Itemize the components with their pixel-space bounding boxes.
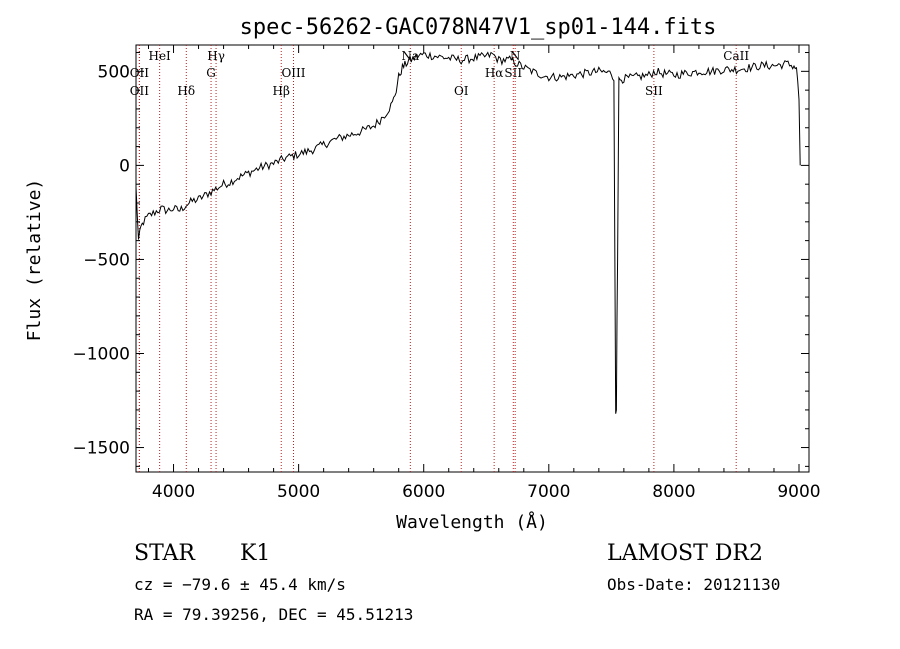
y-tick-label: −1500 (72, 439, 130, 459)
line-label-6: Hβ (273, 84, 290, 98)
survey-label: LAMOST DR2 (607, 541, 763, 566)
object-subclass: K1 (240, 541, 270, 566)
x-tick-label: 9000 (777, 482, 820, 502)
x-tick-label: 8000 (652, 482, 695, 502)
y-tick-label: −500 (83, 250, 130, 270)
line-label-2: OII (130, 84, 150, 98)
line-label-5: Hγ (207, 49, 225, 63)
radec-text: RA = 79.39256, DEC = 45.51213 (134, 605, 413, 624)
line-label-14: CaII (723, 49, 749, 63)
axis-ticks: 4000 5000 6000 7000 8000 90005000−500−1000−15… (72, 45, 821, 502)
cz-text: cz = −79.6 ± 45.4 km/s (134, 575, 346, 594)
line-label-7: OIII (281, 66, 305, 80)
x-tick-label: 7000 (527, 482, 570, 502)
obs-date-text: Obs-Date: 20121130 (607, 575, 780, 594)
x-tick-label: 5000 (277, 482, 320, 502)
x-tick-label: 6000 (402, 482, 445, 502)
chart-title: spec-56262-GAC078N47V1_sp01-144.fits (240, 15, 717, 40)
x-tick-label: 4000 (152, 482, 195, 502)
y-tick-label: 500 (98, 62, 130, 82)
y-tick-label: −1000 (72, 344, 130, 364)
plot-frame (135, 44, 810, 473)
y-axis-label: Flux (relative) (24, 179, 45, 342)
line-label-10: Hα (485, 66, 504, 80)
line-label-9: OI (454, 84, 469, 98)
x-axis-label: Wavelength (Å) (396, 511, 548, 533)
y-tick-label: 0 (119, 156, 130, 176)
line-label-3: Hδ (177, 84, 195, 98)
line-label-12: N (510, 49, 521, 63)
spectrum-line (135, 51, 801, 414)
line-label-11: SII (504, 66, 522, 80)
line-label-0: HeI (148, 49, 171, 63)
line-label-13: SII (645, 84, 663, 98)
line-label-4: G (206, 66, 216, 80)
object-class: STAR (134, 541, 196, 566)
